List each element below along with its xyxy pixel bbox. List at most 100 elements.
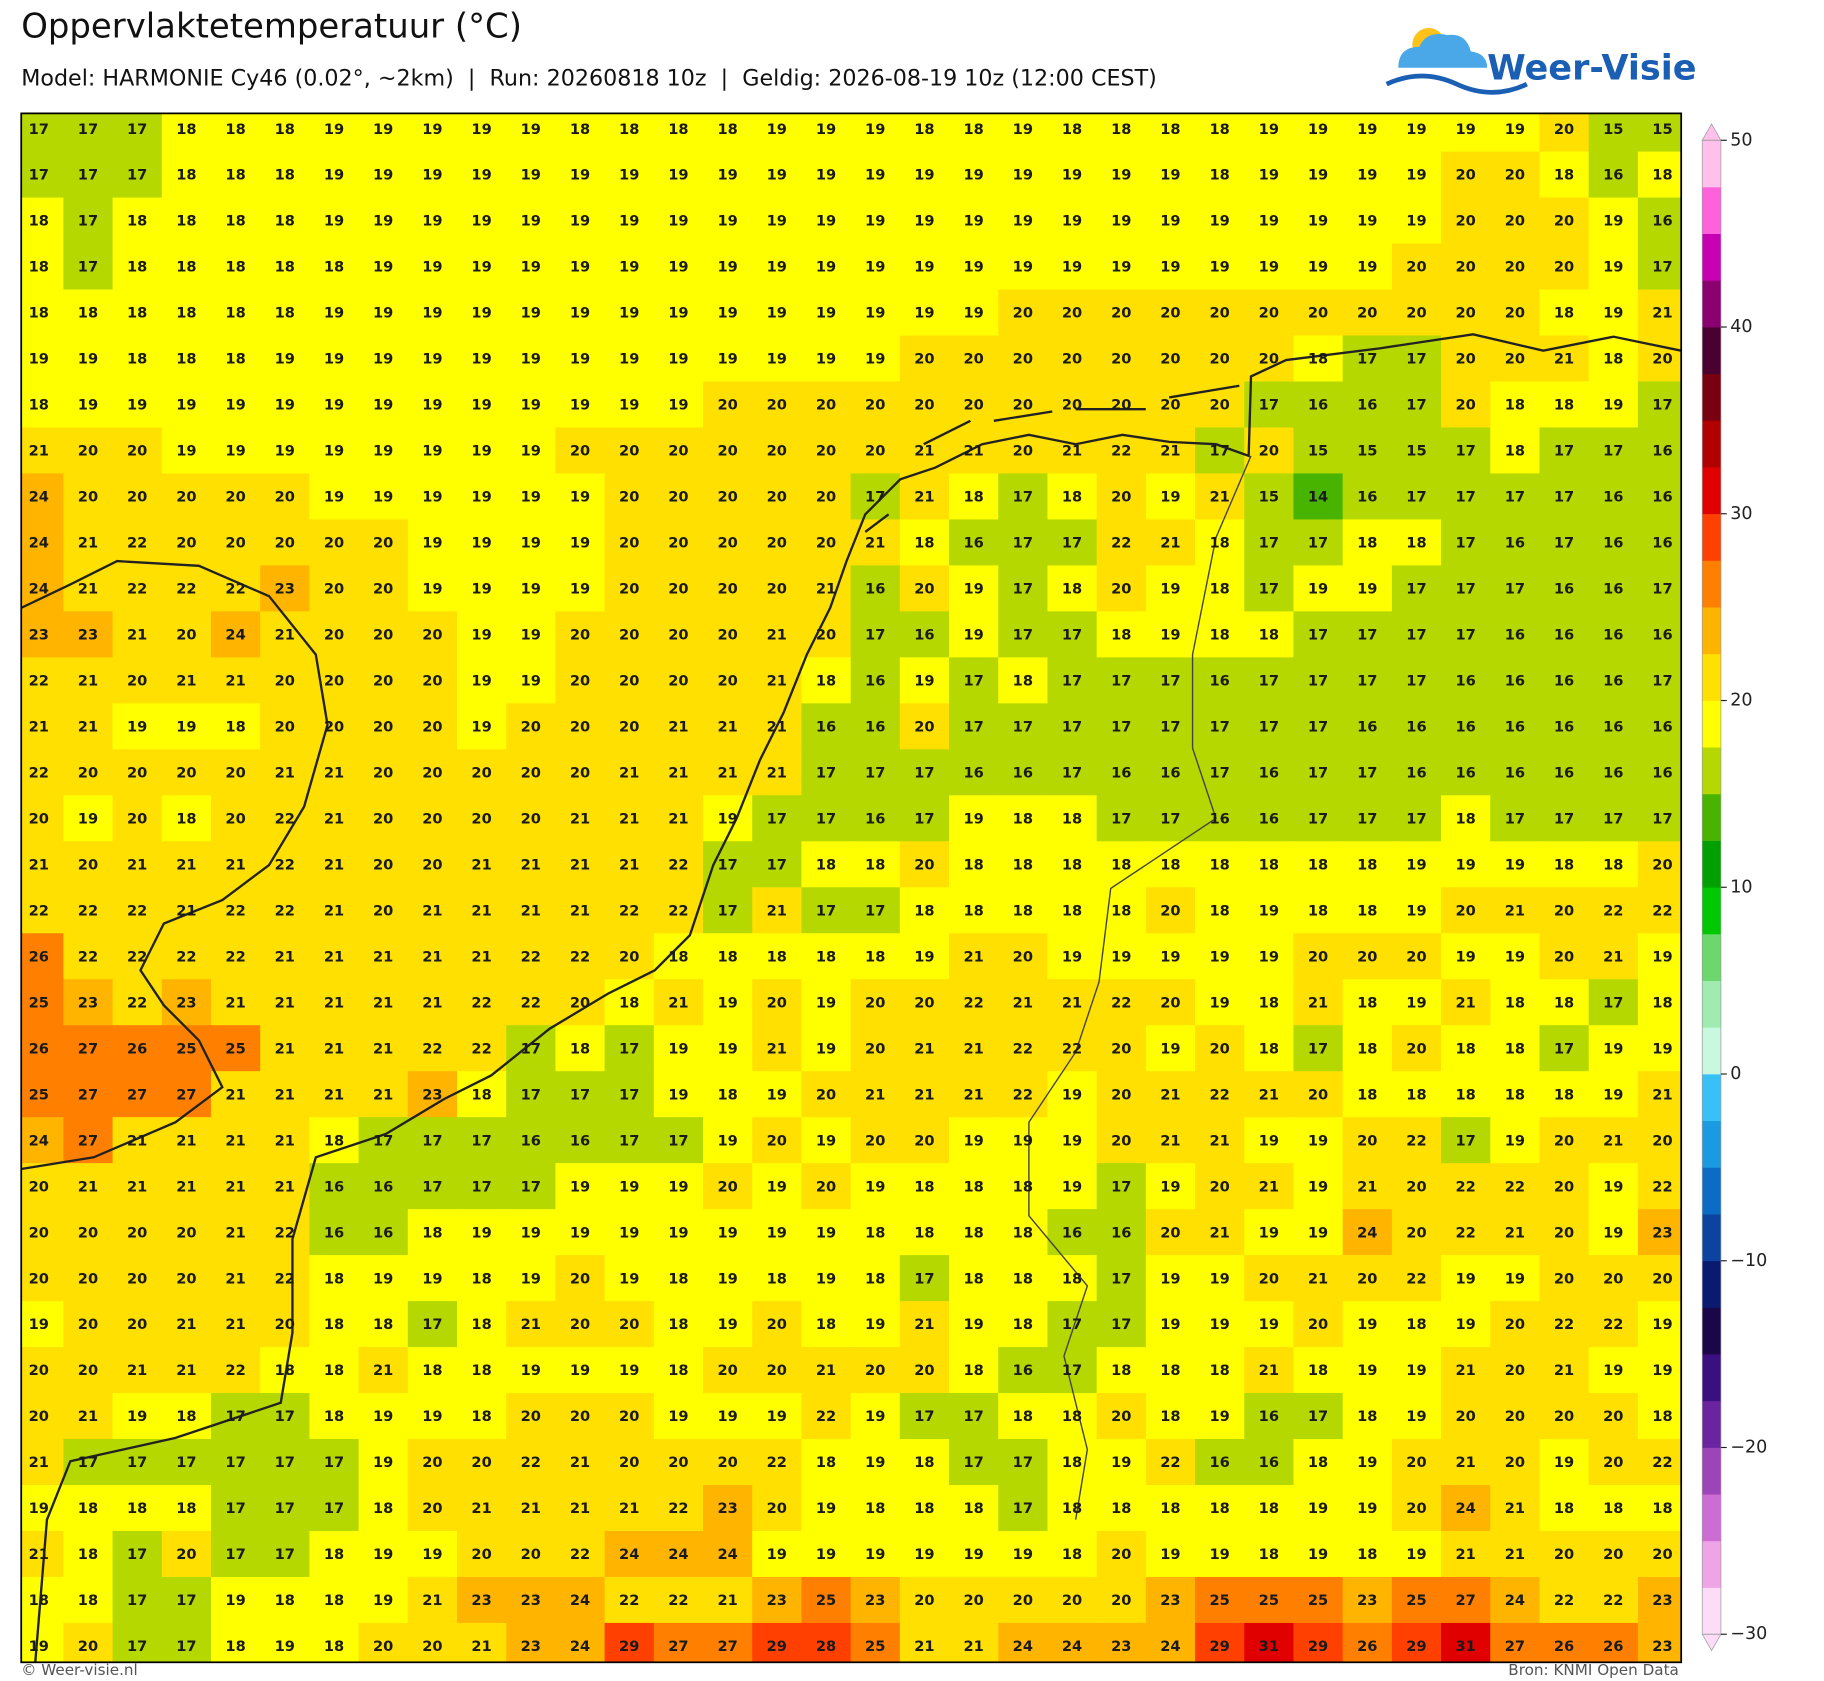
temperature-label: 18	[767, 948, 787, 965]
temperature-cell	[1588, 427, 1639, 475]
temperature-label: 22	[619, 902, 639, 919]
temperature-cell	[703, 565, 753, 613]
temperature-cell	[949, 1163, 999, 1210]
temperature-label: 21	[78, 1408, 98, 1425]
temperature-label: 16	[1652, 764, 1672, 781]
temperature-cell	[899, 197, 950, 245]
temperature-label: 17	[767, 810, 787, 827]
temperature-cell	[161, 979, 212, 1026]
temperature-cell	[1588, 933, 1639, 980]
temperature-cell	[260, 519, 311, 567]
temperature-cell	[1244, 289, 1295, 337]
temperature-cell	[506, 1209, 557, 1256]
temperature-cell	[1096, 113, 1147, 153]
temperature-label: 20	[29, 810, 49, 827]
temperature-cell	[309, 1025, 360, 1072]
temperature-label: 24	[1505, 1592, 1525, 1609]
temperature-cell	[161, 151, 212, 199]
temperature-cell	[260, 1071, 311, 1118]
temperature-cell	[850, 427, 901, 475]
temperature-label: 19	[767, 1086, 787, 1103]
temperature-label: 18	[1013, 902, 1033, 919]
temperature-cell	[456, 151, 507, 199]
temperature-label: 18	[1013, 810, 1033, 827]
temperature-label: 19	[78, 397, 98, 414]
temperature-cell	[653, 749, 704, 797]
temperature-cell	[604, 795, 655, 842]
temperature-label: 19	[521, 397, 541, 414]
temperature-cell	[506, 381, 557, 429]
temperature-label: 18	[1062, 1546, 1082, 1563]
temperature-label: 18	[717, 121, 737, 138]
temperature-label: 16	[865, 810, 885, 827]
temperature-label: 19	[668, 1040, 688, 1057]
temperature-label: 17	[963, 1454, 983, 1471]
temperature-cell	[1391, 979, 1442, 1026]
temperature-label: 17	[865, 627, 885, 644]
temperature-cell	[899, 887, 950, 934]
temperature-label: 18	[324, 259, 344, 276]
temperature-cell	[1145, 611, 1196, 659]
temperature-cell	[653, 565, 704, 613]
temperature-label: 17	[1406, 397, 1426, 414]
temperature-label: 20	[1505, 213, 1525, 230]
temperature-label: 19	[816, 259, 836, 276]
temperature-cell	[63, 795, 114, 842]
temperature-label: 23	[78, 627, 98, 644]
temperature-cell	[407, 565, 458, 613]
temperature-label: 17	[1111, 718, 1131, 735]
temperature-label: 18	[1062, 1408, 1082, 1425]
temperature-label: 17	[1505, 810, 1525, 827]
temperature-label: 20	[1111, 1040, 1131, 1057]
temperature-label: 21	[619, 764, 639, 781]
temperature-label: 17	[127, 1546, 147, 1563]
temperature-label: 16	[1603, 535, 1623, 552]
temperature-cell	[1342, 1025, 1393, 1072]
temperature-label: 19	[1209, 1408, 1229, 1425]
temperature-label: 20	[471, 810, 491, 827]
temperature-cell	[1195, 1163, 1245, 1210]
temperature-label: 16	[816, 718, 836, 735]
temperature-cell	[653, 703, 704, 751]
temperature-label: 22	[1406, 1270, 1426, 1287]
temperature-cell	[210, 1209, 261, 1256]
temperature-label: 17	[1554, 1040, 1574, 1057]
temperature-label: 20	[373, 856, 393, 873]
temperature-label: 23	[521, 1592, 541, 1609]
temperature-label: 21	[1505, 1500, 1525, 1517]
temperature-label: 25	[29, 1086, 49, 1103]
temperature-cell	[112, 611, 163, 659]
temperature-cell	[1588, 1163, 1639, 1210]
temperature-cell	[358, 519, 409, 567]
temperature-cell	[752, 427, 803, 475]
temperature-cell	[949, 703, 999, 751]
temperature-cell	[1588, 381, 1639, 429]
temperature-cell	[112, 887, 163, 934]
temperature-cell	[63, 1163, 114, 1210]
temperature-cell	[1244, 243, 1295, 291]
temperature-cell	[63, 657, 114, 705]
temperature-cell	[161, 381, 212, 429]
temperature-label: 20	[717, 673, 737, 690]
temperature-cell	[210, 611, 261, 659]
temperature-label: 17	[963, 1408, 983, 1425]
temperature-cell	[1047, 933, 1098, 980]
temperature-cell	[998, 1025, 1049, 1072]
temperature-cell	[998, 381, 1049, 429]
temperature-cell	[506, 427, 557, 475]
temperature-label: 20	[373, 581, 393, 598]
temperature-label: 19	[324, 121, 344, 138]
temperature-cell	[309, 795, 360, 842]
temperature-label: 19	[865, 121, 885, 138]
temperature-cell	[1096, 703, 1147, 751]
temperature-label: 22	[1456, 1178, 1476, 1195]
temperature-label: 18	[1062, 902, 1082, 919]
temperature-label: 20	[1456, 1408, 1476, 1425]
temperature-label: 18	[373, 1500, 393, 1517]
temperature-label: 23	[422, 1086, 442, 1103]
temperature-label: 18	[816, 1316, 836, 1333]
temperature-label: 20	[1259, 1270, 1279, 1287]
temperature-label: 16	[1406, 718, 1426, 735]
temperature-cell	[63, 289, 114, 337]
temperature-label: 17	[521, 1178, 541, 1195]
